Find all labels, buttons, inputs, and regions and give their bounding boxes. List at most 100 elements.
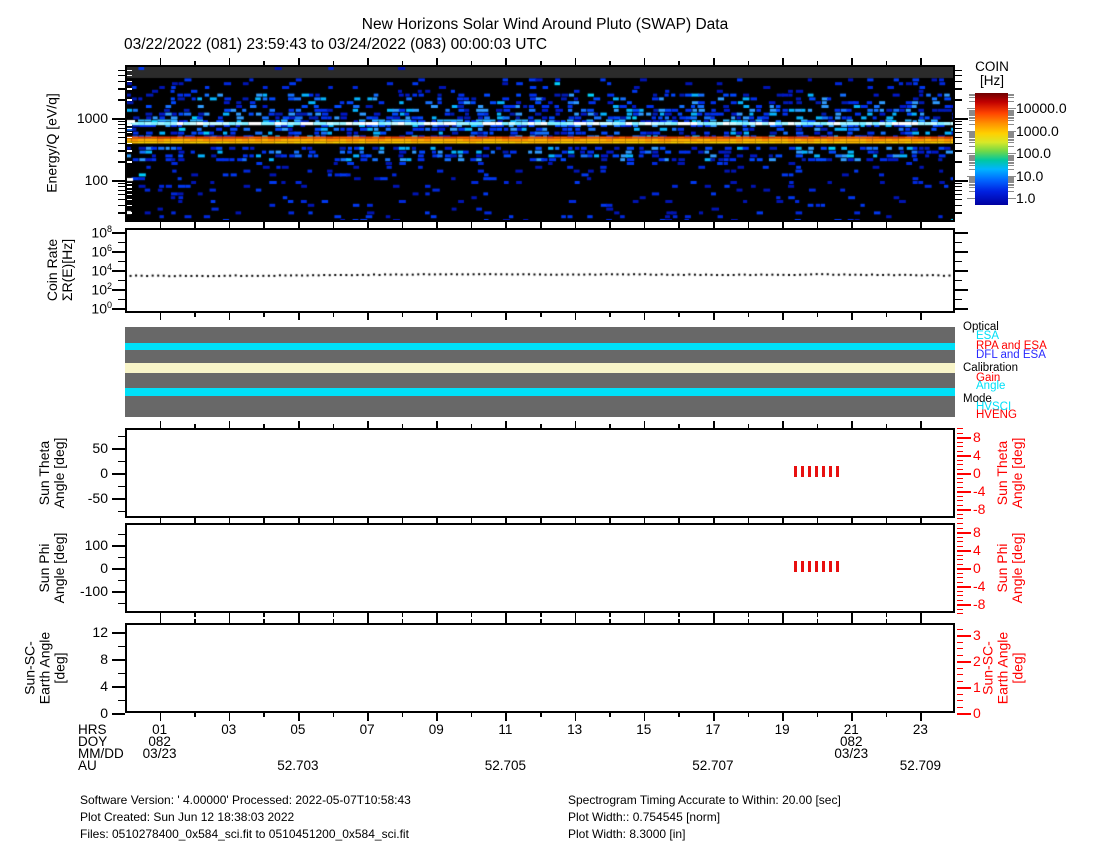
red-minor-tick [957,559,963,561]
coin-tick [955,241,962,244]
energy-minor-tick [955,142,962,145]
au-label: 52.707 [692,758,734,773]
sun-phi-angle-marker [822,560,826,572]
colorbar-minor-tick [1008,165,1014,167]
red-major-tick [957,491,971,493]
energy-minor-tick [118,131,125,134]
hour-tick [194,61,196,65]
energy-minor-tick [955,80,962,83]
energy-inner-minor-tick [127,189,132,192]
hour-label: 01 [152,722,168,737]
hour-axis-tick [782,713,784,721]
energy-inner-minor-tick [127,186,132,188]
colorbar-minor-tick [969,101,975,103]
energy-minor-tick [118,136,125,139]
legend-dfl-and-esa: DFL and ESA [976,349,1046,361]
spectrogram-panel [125,65,955,222]
hour-tick [712,58,715,65]
colorbar-tick-label: 1.0 [1016,190,1036,206]
energy-inner-minor-tick [127,142,132,145]
hour-tick [332,619,335,623]
plot-title: New Horizons Solar Wind Around Pluto (SW… [361,16,729,33]
angle-minor-tick [118,485,125,487]
coin-tick [955,279,962,282]
hour-tick [505,58,507,65]
hour-tick [159,421,162,428]
hour-tick [367,516,369,523]
hour-tick [540,519,542,523]
red-tick-label: 8 [973,429,981,445]
red-minor-tick [957,572,963,574]
red-major-tick [957,437,971,439]
colorbar-minor-tick [1008,94,1014,96]
colorbar-minor-tick [969,109,975,111]
hour-label: 15 [636,722,652,737]
colorbar-minor-tick [969,176,975,178]
au-label: 52.709 [899,758,942,773]
hour-tick [851,313,853,320]
sun-theta-angle-marker [815,465,819,477]
colorbar-minor-tick [1008,169,1014,171]
hour-tick [228,221,231,228]
colorbar-minor-tick [1008,111,1014,114]
red-tick-label: -8 [973,501,986,517]
hour-tick [609,313,611,317]
red-minor-tick [957,563,963,565]
red-tick-label: 4 [973,542,981,558]
hour-axis-tick [851,713,853,721]
energy-minor-tick [118,99,125,101]
hour-tick [540,61,542,65]
angle-tick-label: -50 [87,490,108,506]
hour-tick [228,313,231,320]
hour-tick [816,61,819,65]
red-minor-tick [957,648,963,650]
colorbar-minor-tick [969,139,975,141]
red-minor-tick [957,541,963,543]
hour-tick [297,313,300,320]
hour-tick [332,424,335,428]
colorbar-minor-tick [1008,176,1014,178]
colorbar-major-tick [1008,153,1016,155]
hour-tick [574,421,577,428]
hour-tick [505,421,507,428]
energy-minor-tick [118,127,125,129]
energy-minor-tick [955,99,962,101]
hour-tick [816,313,819,317]
hour-tick [920,616,922,623]
energy-minor-tick [955,150,962,152]
red-tick-label: 0 [973,705,981,721]
hour-tick [297,421,300,428]
hour-tick [885,619,888,623]
hour-tick [782,421,784,428]
hour-tick [574,516,577,523]
hour-axis-tick [643,713,646,721]
colorbar-minor-tick [969,135,975,137]
red-minor-tick [957,608,963,610]
mode-bars-panel [125,327,955,417]
coin-tick [955,251,968,253]
angle-tick-label: 8 [100,651,108,667]
sun-sc-earth-ylabel-line1: Sun-SC- [21,641,38,695]
hour-tick [782,516,784,523]
energy-inner-minor-tick [127,80,132,83]
angle-tick-label: 100 [84,537,108,553]
red-tick-label: 4 [973,447,981,463]
colorbar-minor-tick [1008,156,1014,159]
angle-minor-tick [118,435,125,437]
hour-label: 17 [705,722,721,737]
hour-tick [263,619,265,623]
energy-inner-minor-tick [127,127,132,130]
hour-tick [401,424,404,428]
red-minor-tick [957,680,963,682]
angle-major-tick [112,473,125,475]
colorbar-tick-label: 100.0 [1016,145,1052,161]
footer-files: Files: 0510278400_0x584_sci.fit to 05104… [80,827,409,841]
red-minor-tick [957,464,963,466]
colorbar-minor-tick [1008,142,1014,144]
sun-theta-angle-marker [794,465,798,477]
hour-tick [574,313,577,320]
energy-minor-tick [955,136,962,139]
hour-tick [540,313,542,317]
legend-optical: Optical [963,321,999,333]
